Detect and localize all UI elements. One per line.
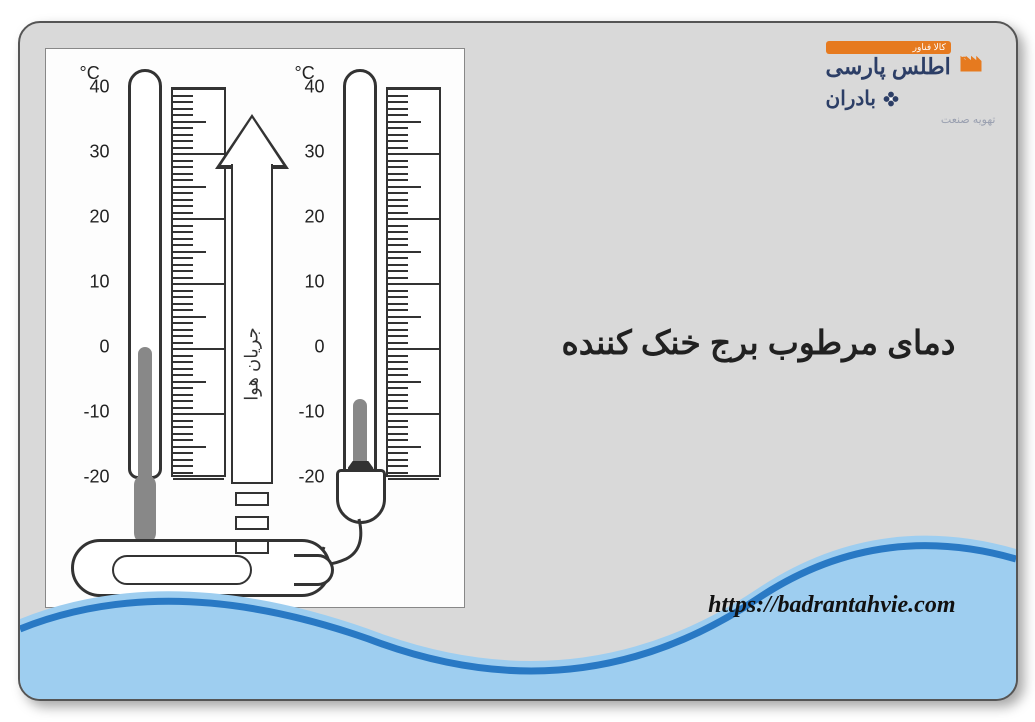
logo-badge: کالا فناور [826,41,951,54]
logo-main-text: اطلس پارسی [826,54,951,80]
airflow-arrow: جریان هوا [231,104,273,544]
slide-card: °C 403020100-10-20 °C 403020100-10-20 [18,21,1018,701]
arrow-label: جریان هوا [241,327,262,401]
website-url: https://badrantahvie.com [708,592,955,619]
factory-icon [957,47,985,75]
logo-sub-text: بادران [826,86,876,111]
logo-tagline: تهویه صنعت [826,113,996,126]
logo-block: کالا فناور اطلس پارسی بادران تهویه صنعت [826,41,996,126]
slide-title: دمای مرطوب برج خنک کننده [561,323,955,362]
clover-icon [882,90,900,108]
